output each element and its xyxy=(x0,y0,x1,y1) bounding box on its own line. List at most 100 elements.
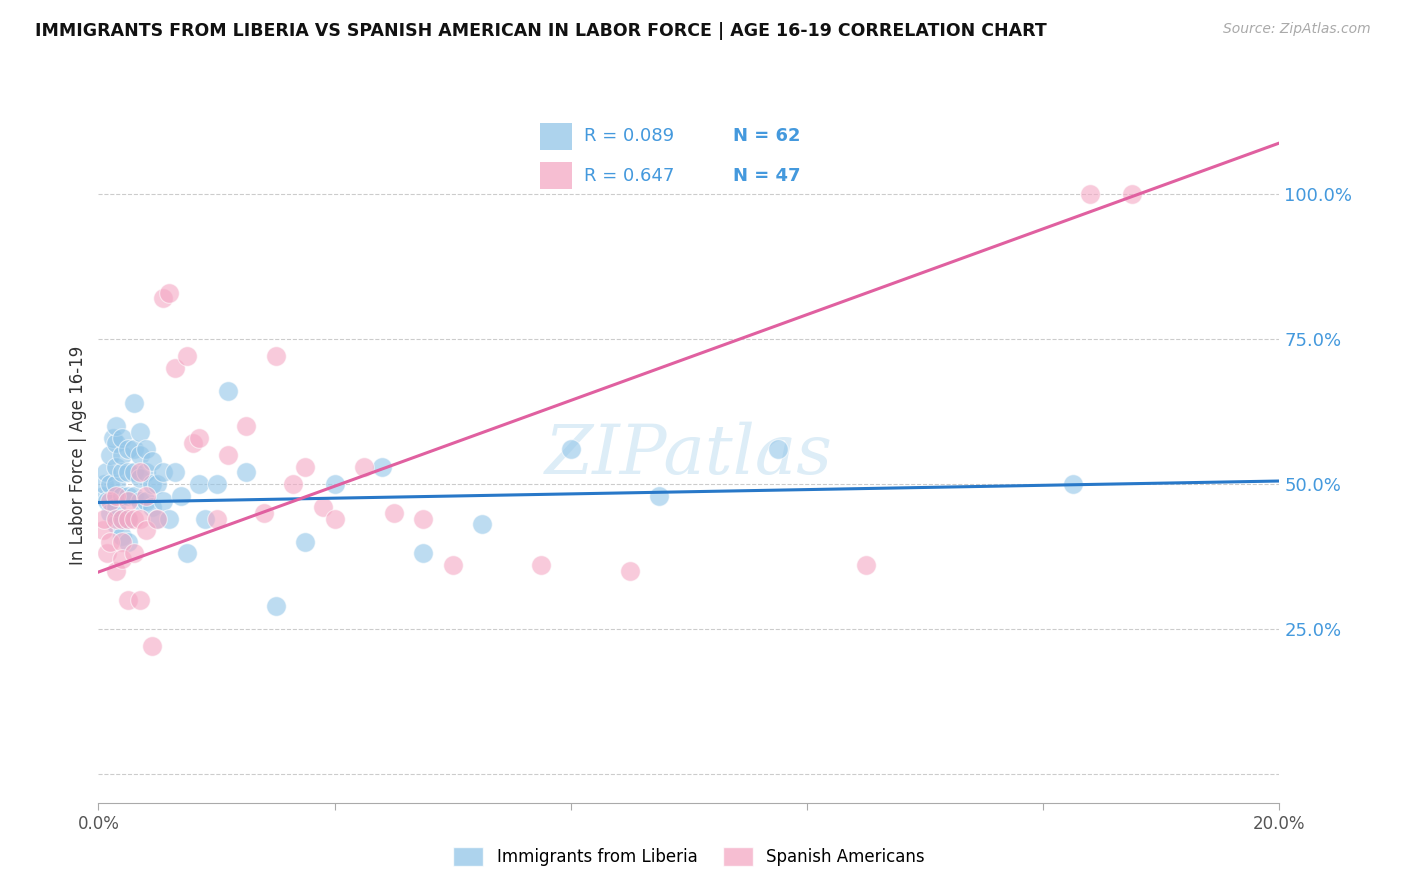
Point xyxy=(217,448,239,462)
Point xyxy=(471,517,494,532)
Point xyxy=(98,448,121,462)
Point xyxy=(91,523,114,537)
Point xyxy=(111,552,134,566)
Point xyxy=(91,489,114,503)
Point xyxy=(128,448,150,462)
Point xyxy=(205,511,228,525)
Point xyxy=(412,511,434,525)
Point xyxy=(141,500,163,514)
Point xyxy=(1080,187,1102,202)
Point xyxy=(135,466,157,480)
Point xyxy=(648,489,671,503)
Point xyxy=(111,534,134,549)
Point xyxy=(128,511,150,525)
Point xyxy=(117,592,139,607)
Point xyxy=(152,494,174,508)
Point xyxy=(111,431,134,445)
Point xyxy=(157,285,180,300)
Point xyxy=(105,418,128,433)
Point xyxy=(187,431,209,445)
Text: ZIPatlas: ZIPatlas xyxy=(546,422,832,488)
Point xyxy=(128,471,150,485)
Point xyxy=(117,494,139,508)
Point xyxy=(105,476,128,491)
Point xyxy=(122,546,145,561)
Point xyxy=(371,459,394,474)
Point xyxy=(122,395,145,409)
Point xyxy=(152,466,174,480)
Point xyxy=(181,436,204,450)
Point xyxy=(323,476,346,491)
Point xyxy=(111,466,134,480)
Point xyxy=(205,476,228,491)
Point xyxy=(96,494,118,508)
Point xyxy=(105,436,128,450)
Point xyxy=(441,558,464,573)
Point xyxy=(382,506,405,520)
Point xyxy=(103,431,125,445)
Point xyxy=(105,459,128,474)
Point xyxy=(235,466,257,480)
Point xyxy=(128,592,150,607)
Point xyxy=(111,489,134,503)
Point xyxy=(1121,187,1143,202)
Point xyxy=(135,442,157,456)
Point xyxy=(283,476,305,491)
Point xyxy=(111,448,134,462)
Point xyxy=(170,489,193,503)
Point xyxy=(412,546,434,561)
Point xyxy=(135,489,157,503)
Point xyxy=(176,546,198,561)
Point xyxy=(105,564,128,578)
Point xyxy=(323,511,346,525)
Point xyxy=(105,511,128,525)
Text: IMMIGRANTS FROM LIBERIA VS SPANISH AMERICAN IN LABOR FORCE | AGE 16-19 CORRELATI: IMMIGRANTS FROM LIBERIA VS SPANISH AMERI… xyxy=(35,22,1047,40)
Point xyxy=(855,558,877,573)
Text: R = 0.647: R = 0.647 xyxy=(585,167,675,185)
Legend: Immigrants from Liberia, Spanish Americans: Immigrants from Liberia, Spanish America… xyxy=(446,838,932,874)
Point xyxy=(111,529,134,543)
Point xyxy=(122,442,145,456)
Point xyxy=(117,466,139,480)
Point xyxy=(122,466,145,480)
Point xyxy=(157,511,180,525)
Text: R = 0.089: R = 0.089 xyxy=(585,128,675,145)
Point xyxy=(141,476,163,491)
Point xyxy=(128,425,150,439)
Text: Source: ZipAtlas.com: Source: ZipAtlas.com xyxy=(1223,22,1371,37)
Point xyxy=(135,523,157,537)
Point xyxy=(294,534,316,549)
Bar xyxy=(540,123,571,150)
Point xyxy=(141,453,163,467)
Point xyxy=(294,459,316,474)
Point xyxy=(98,494,121,508)
Point xyxy=(766,442,789,456)
Point xyxy=(1062,476,1084,491)
Point xyxy=(117,489,139,503)
Point xyxy=(117,511,139,525)
Point xyxy=(105,500,128,514)
Point xyxy=(117,534,139,549)
Point xyxy=(96,546,118,561)
Point xyxy=(176,350,198,364)
Point xyxy=(94,466,117,480)
Point xyxy=(619,564,641,578)
Point xyxy=(312,500,335,514)
Point xyxy=(98,506,121,520)
Point xyxy=(117,511,139,525)
Point xyxy=(105,489,128,503)
Point xyxy=(135,494,157,508)
Point xyxy=(146,476,169,491)
Point xyxy=(264,350,287,364)
Point xyxy=(165,466,187,480)
Bar xyxy=(540,162,571,189)
Point xyxy=(128,494,150,508)
Y-axis label: In Labor Force | Age 16-19: In Labor Force | Age 16-19 xyxy=(69,345,87,565)
Point xyxy=(93,476,115,491)
Point xyxy=(122,489,145,503)
Point xyxy=(146,511,169,525)
Point xyxy=(93,511,115,525)
Point xyxy=(194,511,217,525)
Point xyxy=(560,442,582,456)
Point xyxy=(146,511,169,525)
